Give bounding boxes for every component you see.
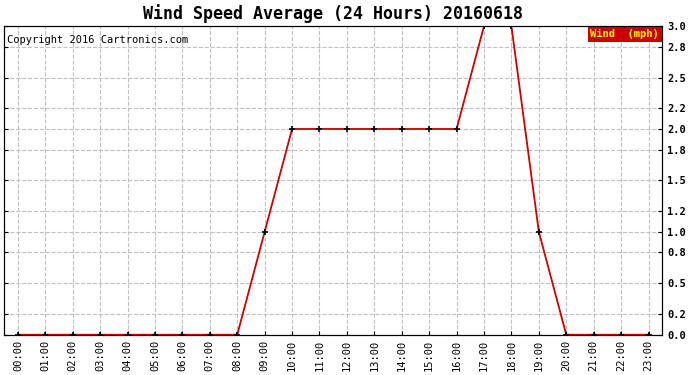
Title: Wind Speed Average (24 Hours) 20160618: Wind Speed Average (24 Hours) 20160618 [144, 4, 523, 23]
Text: Wind  (mph): Wind (mph) [590, 29, 659, 39]
Text: Copyright 2016 Cartronics.com: Copyright 2016 Cartronics.com [8, 35, 188, 45]
